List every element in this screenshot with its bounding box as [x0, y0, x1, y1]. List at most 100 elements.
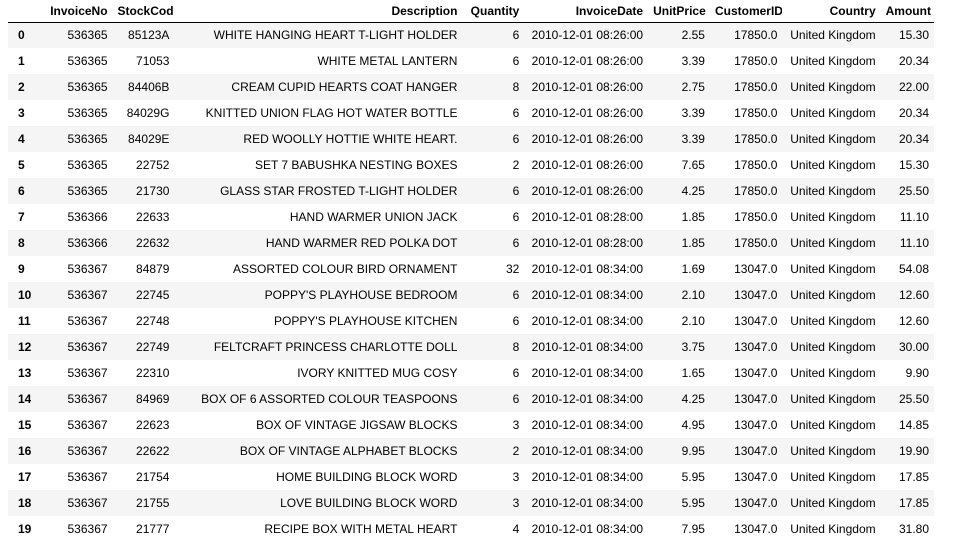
column-header-stockcode: StockCode — [112, 0, 175, 23]
row-index: 17 — [18, 470, 32, 484]
cell-stockcode: 84879 — [136, 262, 170, 276]
cell-country: United Kingdom — [790, 184, 876, 198]
cell-invoiceno: 536367 — [67, 444, 108, 458]
row-index: 9 — [18, 262, 25, 276]
cell-country: United Kingdom — [790, 522, 876, 536]
cell-unitprice: 4.25 — [681, 184, 705, 198]
cell-invoicedate: 2010-12-01 08:34:00 — [531, 340, 644, 354]
cell-amount: 11.10 — [899, 210, 929, 224]
row-index: 16 — [18, 444, 32, 458]
cell-invoicedate: 2010-12-01 08:26:00 — [531, 132, 644, 146]
cell-stockcode: 22749 — [136, 340, 170, 354]
cell-unitprice: 7.95 — [681, 522, 705, 536]
cell-amount: 25.50 — [898, 392, 929, 406]
cell-description: SET 7 BABUSHKA NESTING BOXES — [254, 158, 458, 172]
table-row: 13 536367 22310 IVORY KNITTED MUG COSY 6 2010… — [8, 360, 934, 386]
cell-stockcode: 22633 — [136, 210, 170, 224]
row-index: 8 — [18, 236, 25, 250]
column-header-quantity: Quantity — [462, 0, 525, 23]
cell-quantity: 6 — [512, 54, 520, 68]
row-index: 13 — [18, 366, 32, 380]
cell-stockcode: 22748 — [136, 314, 170, 328]
cell-quantity: 8 — [512, 340, 520, 354]
row-index: 3 — [18, 106, 25, 120]
cell-amount: 19.90 — [898, 444, 929, 458]
cell-stockcode: 21754 — [136, 470, 170, 484]
cell-description: WHITE METAL LANTERN — [317, 54, 458, 68]
cell-invoicedate: 2010-12-01 08:34:00 — [531, 418, 644, 432]
cell-stockcode: 21777 — [136, 522, 170, 536]
cell-invoiceno: 536367 — [67, 288, 108, 302]
cell-amount: 30.00 — [898, 340, 929, 354]
table-row: 0 536365 85123A WHITE HANGING HEART T-LIGHT… — [8, 22, 934, 48]
cell-customerid: 13047.0 — [734, 392, 778, 406]
cell-customerid: 13047.0 — [734, 340, 778, 354]
cell-unitprice: 3.39 — [681, 54, 705, 68]
cell-unitprice: 7.65 — [681, 158, 705, 172]
cell-unitprice: 2.10 — [681, 288, 705, 302]
cell-unitprice: 2.10 — [681, 314, 705, 328]
cell-invoicedate: 2010-12-01 08:34:00 — [531, 470, 644, 484]
cell-country: United Kingdom — [790, 262, 876, 276]
row-index: 12 — [18, 340, 32, 354]
cell-country: United Kingdom — [790, 444, 876, 458]
cell-customerid: 17850.0 — [734, 132, 778, 146]
cell-invoicedate: 2010-12-01 08:34:00 — [531, 392, 644, 406]
cell-description: RED WOOLLY HOTTIE WHITE HEART. — [243, 132, 458, 146]
cell-customerid: 13047.0 — [734, 262, 778, 276]
cell-stockcode: 21730 — [136, 184, 170, 198]
cell-unitprice: 4.25 — [681, 392, 705, 406]
cell-customerid: 17850.0 — [734, 28, 778, 43]
table-row: 8 536366 22632 HAND WARMER RED POLKA DOT 6 20… — [8, 230, 934, 256]
cell-description: BOX OF 6 ASSORTED COLOUR TEASPOONS — [201, 392, 458, 406]
cell-unitprice: 1.85 — [681, 210, 705, 224]
cell-invoicedate: 2010-12-01 08:26:00 — [531, 54, 644, 68]
cell-amount: 14.85 — [898, 418, 929, 432]
table-row: 5 536365 22752 SET 7 BABUSHKA NESTING BOXES… — [8, 152, 934, 178]
cell-customerid: 13047.0 — [734, 444, 778, 458]
cell-invoiceno: 536365 — [67, 28, 108, 43]
cell-invoicedate: 2010-12-01 08:26:00 — [531, 158, 644, 172]
cell-description: WHITE HANGING HEART T-LIGHT HOLDER — [213, 28, 458, 43]
cell-invoicedate: 2010-12-01 08:34:00 — [531, 496, 644, 510]
cell-invoiceno: 536365 — [67, 106, 108, 120]
cell-description: BOX OF VINTAGE JIGSAW BLOCKS — [256, 418, 458, 432]
table-row: 10 536367 22745 POPPY'S PLAYHOUSE BEDROOM 6 2… — [8, 282, 934, 308]
cell-customerid: 17850.0 — [734, 158, 778, 172]
cell-country: United Kingdom — [790, 106, 876, 120]
row-index: 18 — [18, 496, 32, 510]
cell-quantity: 6 — [512, 392, 520, 406]
cell-stockcode: 22752 — [136, 158, 170, 172]
cell-country: United Kingdom — [790, 392, 876, 406]
cell-amount: 17.85 — [898, 496, 929, 510]
cell-stockcode: 84969 — [136, 392, 170, 406]
cell-invoiceno: 536367 — [67, 314, 108, 328]
cell-description: RECIPE BOX WITH METAL HEART — [264, 522, 458, 536]
cell-customerid: 17850.0 — [734, 210, 778, 224]
cell-amount: 12.60 — [898, 288, 929, 302]
cell-quantity: 3 — [512, 418, 520, 432]
cell-amount: 20.34 — [898, 106, 929, 120]
cell-invoicedate: 2010-12-01 08:26:00 — [531, 106, 644, 120]
row-index: 11 — [18, 314, 31, 328]
cell-stockcode: 22745 — [136, 288, 170, 302]
cell-quantity: 6 — [512, 288, 520, 302]
column-header-invoiceno: InvoiceNo — [31, 0, 113, 23]
cell-country: United Kingdom — [790, 80, 876, 94]
cell-stockcode: 21755 — [136, 496, 170, 510]
cell-invoiceno: 536367 — [67, 522, 108, 536]
cell-unitprice: 3.39 — [681, 132, 705, 146]
cell-country: United Kingdom — [790, 236, 876, 250]
cell-stockcode: 71053 — [136, 54, 170, 68]
cell-stockcode: 22632 — [136, 236, 170, 250]
cell-invoiceno: 536367 — [67, 340, 108, 354]
row-index: 15 — [18, 418, 32, 432]
cell-quantity: 6 — [512, 366, 520, 380]
table-body: 0 536365 85123A WHITE HANGING HEART T-LIGHT… — [8, 22, 934, 542]
table-row: 19 536367 21777 RECIPE BOX WITH METAL HEART… — [8, 516, 934, 542]
row-index: 5 — [18, 158, 25, 172]
cell-customerid: 13047.0 — [734, 496, 778, 510]
table-row: 18 536367 21755 LOVE BUILDING BLOCK WORD 3 20… — [8, 490, 934, 516]
cell-quantity: 6 — [512, 184, 520, 198]
cell-customerid: 13047.0 — [734, 314, 778, 328]
